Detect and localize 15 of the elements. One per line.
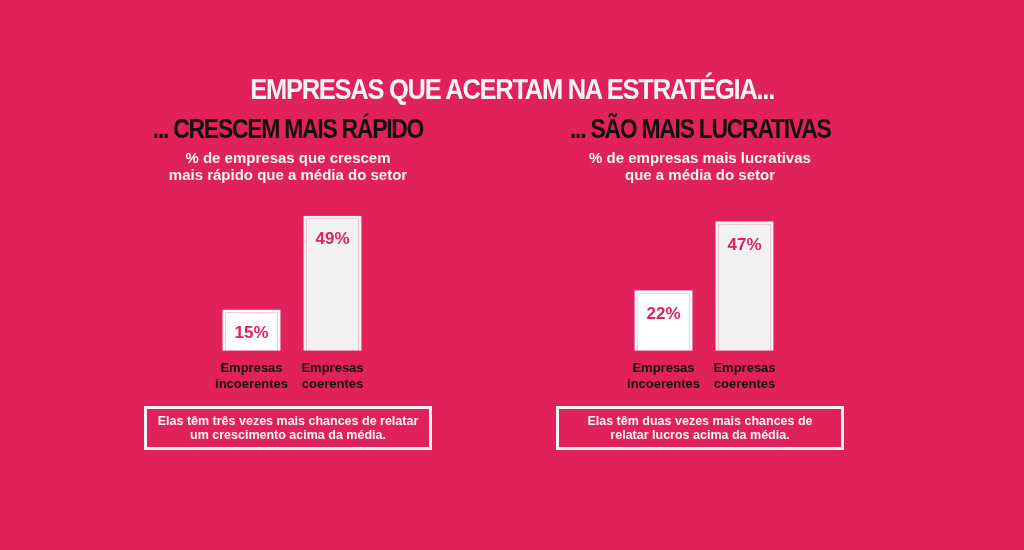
x-tick-label: Empresas incoerentes <box>627 360 700 391</box>
chart-title: ... SÃO MAIS LUCRATIVAS <box>569 114 831 145</box>
data-label: 22% <box>646 303 681 323</box>
chart-subtitle: % de empresas que crescem mais rápido que a média do setor <box>168 149 408 185</box>
text: EMPRESAS QUE ACERTAM NA ESTRATÉGIA... <box>250 72 774 106</box>
text: Elas têm três vezes mais chances de relatar um crescimento acima da média. <box>144 406 432 450</box>
x-tick-label: Empresas coerentes <box>301 360 364 391</box>
text: Elas têm duas vezes mais chances de relatar lucros acima da média. <box>556 406 844 450</box>
data-label: 15% <box>234 323 269 343</box>
x-tick-label: Empresas incoerentes <box>215 360 288 391</box>
data-label: 49% <box>315 229 350 249</box>
x-tick-label: Empresas coerentes <box>713 360 776 391</box>
chart-title: ... CRESCEM MAIS RÁPIDO <box>152 114 424 145</box>
chart-subtitle: % de empresas mais lucrativas que a média do setor <box>588 149 812 185</box>
data-label: 47% <box>727 234 762 254</box>
